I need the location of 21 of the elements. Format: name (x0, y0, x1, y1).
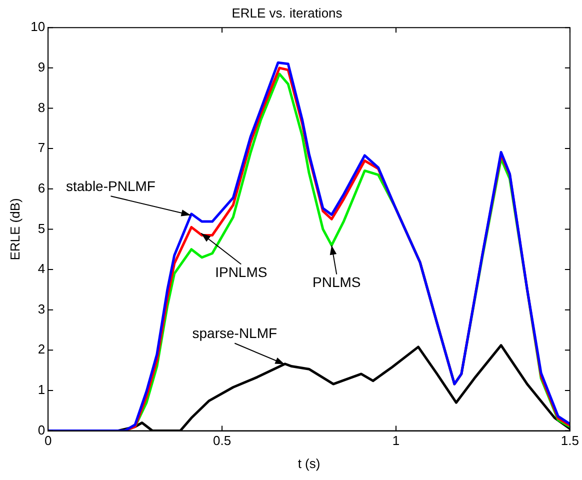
y-tick-label: 8 (38, 100, 46, 115)
x-tick-label: 1 (392, 433, 400, 448)
y-axis-title: ERLE (dB) (7, 198, 22, 260)
x-axis-title: t (s) (298, 456, 320, 471)
annotation: IPNLMS (215, 264, 268, 280)
y-tick-label: 2 (38, 342, 46, 357)
y-tick-label: 5 (38, 220, 46, 236)
y-tick-label: 6 (38, 180, 46, 196)
x-tick-label: 0.5 (212, 433, 232, 448)
annotation: PNLMS (312, 274, 361, 290)
y-tick-label: 0 (38, 422, 46, 438)
chart-title: ERLE vs. iterations (232, 5, 343, 20)
y-tick-label: 4 (38, 261, 46, 276)
annotation: sparse-NLMF (192, 325, 278, 342)
y-tick-label: 10 (30, 19, 46, 34)
y-tick-label: 3 (38, 301, 46, 316)
y-tick-label: 9 (38, 60, 46, 74)
y-tick-label: 1 (38, 382, 46, 398)
x-tick-label: 1.5 (560, 433, 580, 448)
annotation: stable-PNLMF (66, 178, 156, 194)
y-tick-label: 7 (38, 140, 46, 156)
